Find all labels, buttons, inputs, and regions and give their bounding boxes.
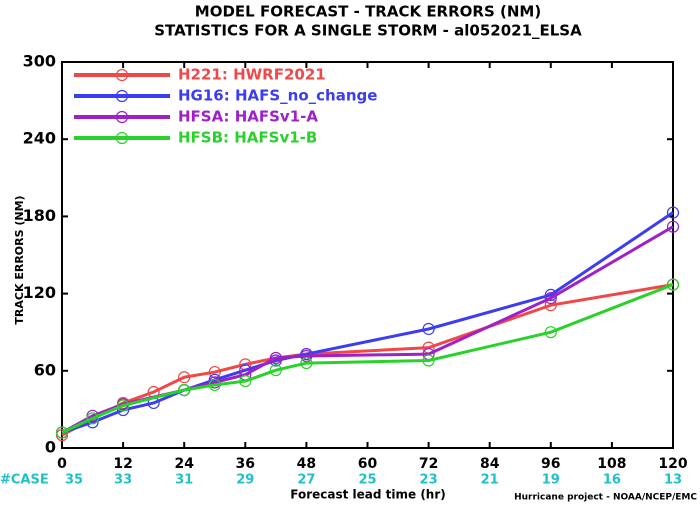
series-marker: [422, 354, 435, 367]
x-tick-label: 60: [358, 456, 378, 472]
series-line: [61, 283, 674, 437]
chart-subtitle: STATISTICS FOR A SINGLE STORM - al052021…: [154, 22, 582, 40]
case-count: 29: [236, 473, 254, 488]
case-count: 27: [297, 473, 315, 488]
x-tick-label: 72: [419, 456, 438, 472]
x-tick-label: 0: [57, 456, 67, 472]
series-marker: [666, 206, 680, 219]
x-axis-label: Forecast lead time (hr): [290, 488, 446, 502]
series-line: [61, 283, 674, 434]
x-tick-label: 12: [113, 456, 132, 472]
case-count: 25: [358, 473, 376, 488]
series-marker: [208, 378, 221, 392]
series-marker: [544, 326, 557, 339]
legend-label: HFSA: HAFSv1-A: [178, 108, 318, 126]
y-tick-label: 300: [23, 52, 56, 71]
series-marker: [300, 349, 313, 363]
case-count: 33: [114, 473, 132, 488]
series-marker: [269, 351, 282, 365]
footer: Hurricane project - NOAA/NCEP/EMC: [514, 493, 697, 503]
legend-marker: [115, 110, 129, 124]
series-marker: [300, 356, 313, 370]
series-marker: [239, 374, 252, 388]
y-tick-label: 240: [23, 129, 56, 148]
legend-marker: [115, 68, 129, 82]
legend-marker: [115, 131, 129, 145]
x-tick-label: 48: [297, 456, 316, 472]
legend-label: H221: HWRF2021: [178, 66, 326, 84]
case-count: 35: [65, 473, 83, 488]
series-marker: [55, 426, 69, 439]
series-line: [61, 211, 674, 434]
x-tick-label: 36: [236, 456, 255, 472]
x-tick-label: 108: [597, 456, 626, 472]
y-tick-label: 60: [34, 360, 56, 379]
y-axis-label: TRACK ERRORS (NM): [13, 195, 26, 324]
case-count: 16: [603, 473, 621, 488]
case-label: #CASE: [0, 473, 49, 488]
series-marker: [269, 364, 282, 377]
case-count: 21: [481, 473, 499, 488]
y-tick-label: 180: [23, 206, 56, 225]
y-tick-label: 120: [23, 283, 56, 302]
x-tick-label: 120: [658, 456, 687, 472]
series-marker: [422, 322, 435, 336]
series-marker: [86, 412, 99, 425]
series-marker: [178, 371, 191, 384]
series-marker: [116, 399, 130, 412]
case-count: 13: [664, 473, 682, 488]
legend-label: HFSB: HAFSv1-B: [178, 129, 317, 147]
series-marker: [666, 278, 680, 291]
plot-frame: [61, 61, 674, 449]
x-tick-label: 84: [480, 456, 500, 472]
case-count: 19: [542, 473, 560, 488]
y-tick-label: 0: [45, 438, 56, 457]
legend-label: HG16: HAFS_no_change: [178, 87, 377, 105]
series-marker: [544, 292, 557, 305]
series-marker: [208, 365, 221, 379]
x-tick-label: 96: [541, 456, 560, 472]
chart-title: MODEL FORECAST - TRACK ERRORS (NM): [195, 3, 541, 21]
case-count: 23: [420, 473, 438, 488]
series-marker: [178, 384, 191, 397]
series-marker: [666, 220, 680, 233]
x-tick-label: 24: [174, 456, 194, 472]
series-line: [61, 225, 674, 434]
legend-marker: [115, 89, 129, 103]
case-count: 31: [175, 473, 193, 488]
